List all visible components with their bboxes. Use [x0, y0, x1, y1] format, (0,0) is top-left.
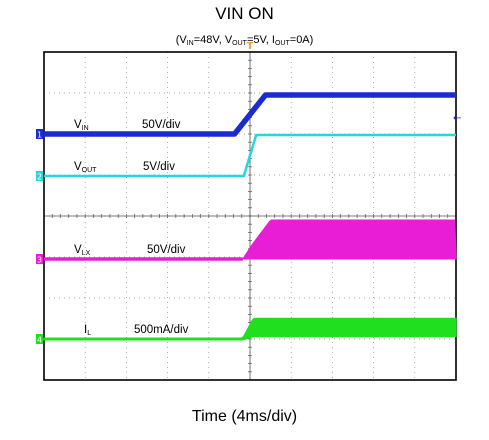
ground-marker-vlx [36, 254, 43, 264]
channel-name-vlx: VLX [74, 244, 91, 257]
vout-cond-sub: OUT [232, 40, 247, 47]
trace-il-band [43, 317, 457, 341]
plot-frame [43, 51, 457, 381]
chart-subtitle: (VIN=48V, VOUT=5V, IOUT=0A) [0, 34, 489, 47]
cond-open: ( [175, 34, 180, 46]
grid [43, 51, 457, 381]
trace-vlx-envelope [241, 219, 457, 260]
traces [43, 92, 457, 341]
iout-cond-main: I [271, 34, 275, 46]
channel-labels: VIN 50V/div VOUT 5V/div VLX 50V/div IL 500mA/di… [74, 119, 189, 337]
channel-scale-il: 500mA/div [134, 324, 189, 336]
ground-marker-number: 3 [37, 256, 42, 265]
x-axis-label: Time (4ms/div) [191, 408, 298, 425]
trigger-marker: T [247, 41, 254, 52]
channel-scale-vout: 5V/div [143, 161, 175, 173]
iout-cond-sub: OUT [274, 40, 290, 47]
trace-vout [44, 133, 456, 178]
vin-cond-sub: IN [186, 40, 194, 47]
ground-marker-vin [36, 129, 43, 139]
vout-cond-val: =5V, [246, 34, 272, 46]
channel-name-vout: VOUT [74, 161, 97, 174]
channel-markers: T 1 2 3 4 ← [36, 41, 461, 345]
trace-vin [44, 92, 456, 137]
chart-title: VIN ON [215, 4, 274, 23]
ground-marker-number: 4 [37, 336, 42, 345]
channel-name-il: IL [84, 324, 91, 337]
vin-cond-val: =48V, [193, 34, 225, 46]
offset-arrow-icon: ← [453, 113, 461, 124]
channel-name-vin: VIN [74, 119, 89, 132]
ground-marker-number: 2 [37, 173, 42, 182]
channel-scale-vlx: 50V/div [147, 244, 186, 256]
ground-marker-number: 1 [37, 131, 42, 140]
channel-scale-vin: 50V/div [142, 119, 181, 131]
iout-cond-val: =0A) [289, 34, 314, 46]
ground-marker-vout [36, 171, 43, 181]
ground-marker-il [36, 334, 43, 344]
vout-cond-main: V [224, 34, 233, 46]
vin-cond-main: V [179, 34, 187, 46]
